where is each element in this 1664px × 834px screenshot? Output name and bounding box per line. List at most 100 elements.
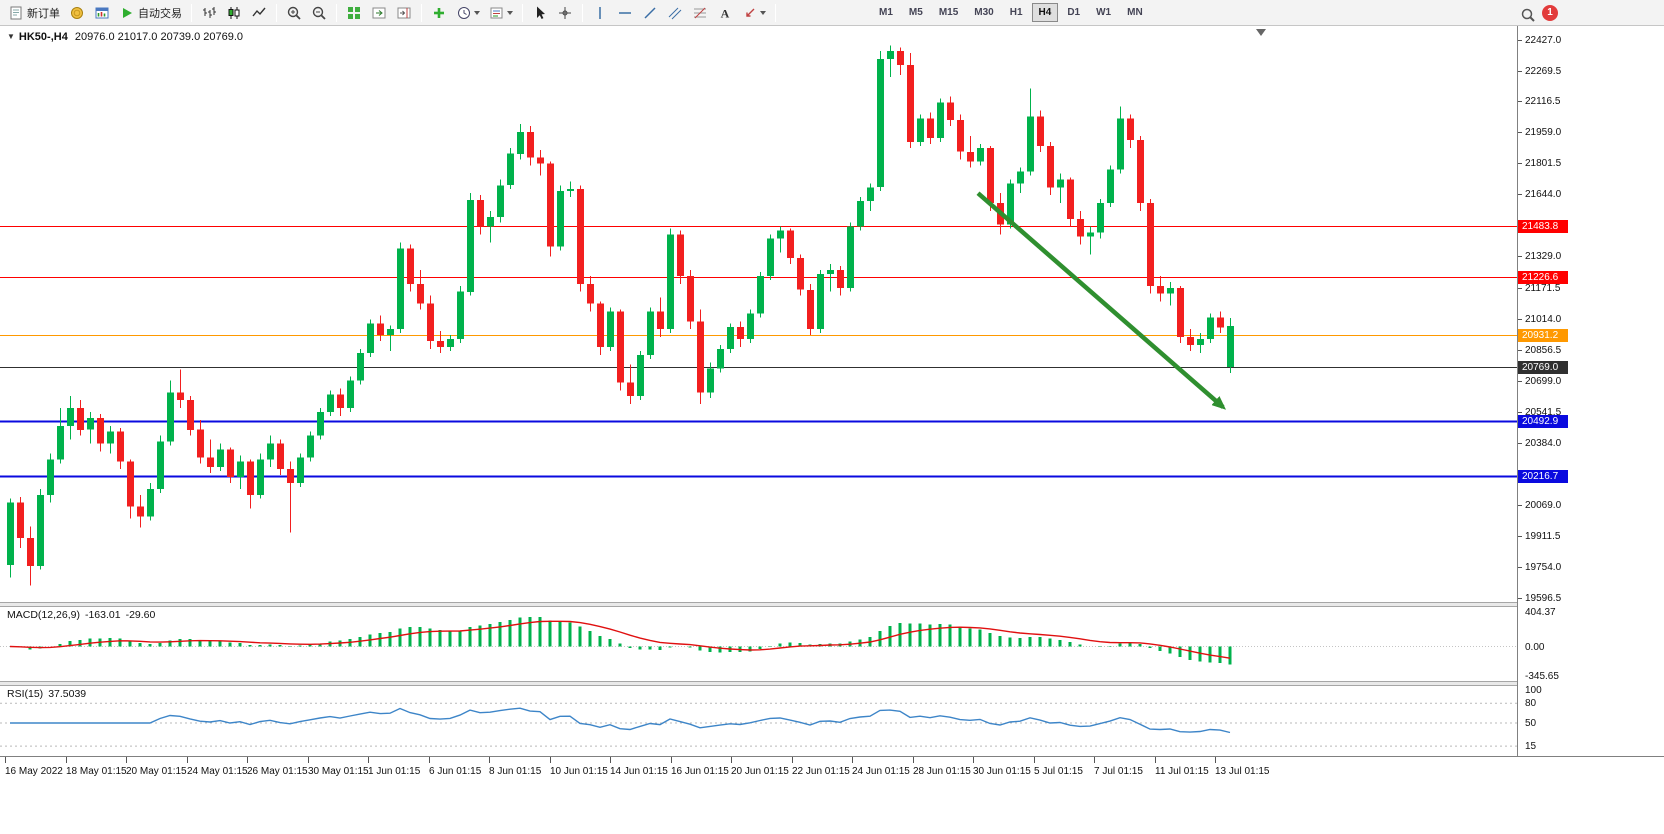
trendline-button[interactable]: [638, 2, 662, 23]
axis-tick: [1518, 536, 1522, 537]
rsi-value: 37.5039: [48, 688, 87, 700]
dropdown-arrow-icon: [474, 10, 480, 15]
templates-button[interactable]: [485, 2, 517, 23]
toolbar-separator: [775, 3, 776, 22]
auto-scroll-button[interactable]: [367, 2, 391, 23]
main-chart[interactable]: [0, 26, 1517, 602]
macd-label: MACD(12,26,9) -163.01 -29.60: [7, 609, 160, 621]
macd-value-main: -163.01: [84, 609, 121, 621]
zoom-in-icon: [286, 5, 302, 21]
time-axis[interactable]: 16 May 2022 18 May 01:15 20 May 01:15 24 Ma…: [0, 756, 1664, 834]
rsi-axis-label: 100: [1525, 685, 1542, 696]
price-badge-20769.0: 20769.0: [1518, 361, 1568, 374]
timeframe-m5-button[interactable]: M5: [908, 7, 923, 18]
price-axis[interactable]: 22427.0 22269.5 22116.5 21959.0 21801.5 21644…: [1517, 26, 1664, 756]
cursor-button[interactable]: [528, 2, 552, 23]
search-button[interactable]: [1516, 4, 1540, 25]
price-axis-label: 20541.5: [1525, 407, 1562, 418]
horizontal-line-button[interactable]: [613, 2, 637, 23]
timeframe-h4-button[interactable]: H4: [1031, 3, 1059, 22]
timeframe-w1-button[interactable]: W1: [1096, 7, 1112, 18]
periods-button[interactable]: [452, 2, 484, 23]
tile-windows-icon: [346, 5, 362, 21]
bars-chart-button[interactable]: [197, 2, 221, 23]
crosshair-button[interactable]: [553, 2, 577, 23]
axis-tick: [1518, 443, 1522, 444]
time-tick: [550, 757, 551, 763]
notification-badge[interactable]: 1: [1542, 5, 1558, 21]
time-tick: [913, 757, 914, 763]
fibonacci-button[interactable]: [688, 2, 712, 23]
cursor-icon: [532, 5, 548, 21]
time-axis-label: 1 Jun 01:15: [368, 766, 421, 777]
chart-shift-button[interactable]: [392, 2, 416, 23]
time-tick: [187, 757, 188, 763]
new-order-icon: [8, 5, 24, 21]
axis-tick: [1518, 288, 1522, 289]
chart-title: ▼ HK50-,H4 20976.0 21017.0 20739.0 20769.0: [7, 31, 243, 43]
axis-tick: [1518, 505, 1522, 506]
price-badge-20216.7: 20216.7: [1518, 470, 1568, 483]
chart-window-button[interactable]: [90, 2, 114, 23]
price-badge-20492.9: 20492.9: [1518, 415, 1568, 428]
autoscroll-icon: [371, 5, 387, 21]
chart-window-icon: [94, 5, 110, 21]
timeframe-d1-button[interactable]: D1: [1067, 7, 1081, 18]
price-badge-21483.8: 21483.8: [1518, 220, 1568, 233]
macd-axis-label: 0.00: [1525, 642, 1545, 653]
tile-windows-button[interactable]: [342, 2, 366, 23]
vline-icon: [592, 5, 608, 21]
arrows-button[interactable]: [738, 2, 770, 23]
vertical-line-button[interactable]: [588, 2, 612, 23]
rsi-pane[interactable]: [0, 686, 1517, 756]
periods-icon: [456, 5, 472, 21]
price-axis-label: 21014.0: [1525, 314, 1562, 325]
one-click-trading-icon[interactable]: ▼: [7, 32, 15, 41]
autotrade-icon: [119, 5, 135, 21]
toolbar: 新订单 自动交易 A M1 M5 M15 M30 H1 H4 D1 W1 MN 1: [0, 0, 1664, 26]
time-axis-label: 20 Jun 01:15: [731, 766, 789, 777]
scroll-anchor-icon: [1256, 29, 1266, 36]
text-button[interactable]: A: [713, 2, 737, 23]
trend-arrow[interactable]: [976, 191, 1227, 410]
time-axis-label: 18 May 01:15: [66, 766, 127, 777]
timeframe-m15-button[interactable]: M15: [938, 7, 959, 18]
time-tick: [66, 757, 67, 763]
axis-tick: [1518, 598, 1522, 599]
rsi-axis-label: 50: [1525, 718, 1537, 729]
time-tick: [247, 757, 248, 763]
timeframe-mn-button[interactable]: MN: [1127, 7, 1143, 18]
timeframe-m30-button[interactable]: M30: [974, 7, 994, 18]
indicators-button[interactable]: [427, 2, 451, 23]
zoom-out-icon: [311, 5, 327, 21]
new-order-button[interactable]: 新订单: [4, 2, 64, 23]
axis-tick: [1518, 381, 1522, 382]
channel-button[interactable]: [663, 2, 687, 23]
market-watch-button[interactable]: [65, 2, 89, 23]
timeframe-h1-button[interactable]: H1: [1009, 7, 1023, 18]
axis-tick: [1518, 194, 1522, 195]
rsi-axis-label: 80: [1525, 698, 1537, 709]
pane-splitter[interactable]: [0, 681, 1664, 686]
autotrade-button[interactable]: 自动交易: [115, 2, 186, 23]
zoom-in-button[interactable]: [282, 2, 306, 23]
line-chart-icon: [251, 5, 267, 21]
search-icon: [1520, 7, 1536, 23]
price-axis-label: 21329.0: [1525, 251, 1562, 262]
timeframe-m1-button[interactable]: M1: [879, 7, 893, 18]
rsi-name: RSI(15): [7, 688, 44, 700]
line-chart-button[interactable]: [247, 2, 271, 23]
axis-tick: [1518, 256, 1522, 257]
macd-signal-line: [9, 620, 1231, 659]
macd-pane[interactable]: [0, 607, 1517, 681]
time-axis-label: 20 May 01:15: [126, 766, 187, 777]
axis-tick: [1518, 319, 1522, 320]
zoom-out-button[interactable]: [307, 2, 331, 23]
pane-splitter[interactable]: [0, 602, 1664, 607]
candles-chart-button[interactable]: [222, 2, 246, 23]
time-tick: [792, 757, 793, 763]
time-axis-label: 28 Jun 01:15: [913, 766, 971, 777]
axis-tick: [1518, 101, 1522, 102]
time-tick: [308, 757, 309, 763]
